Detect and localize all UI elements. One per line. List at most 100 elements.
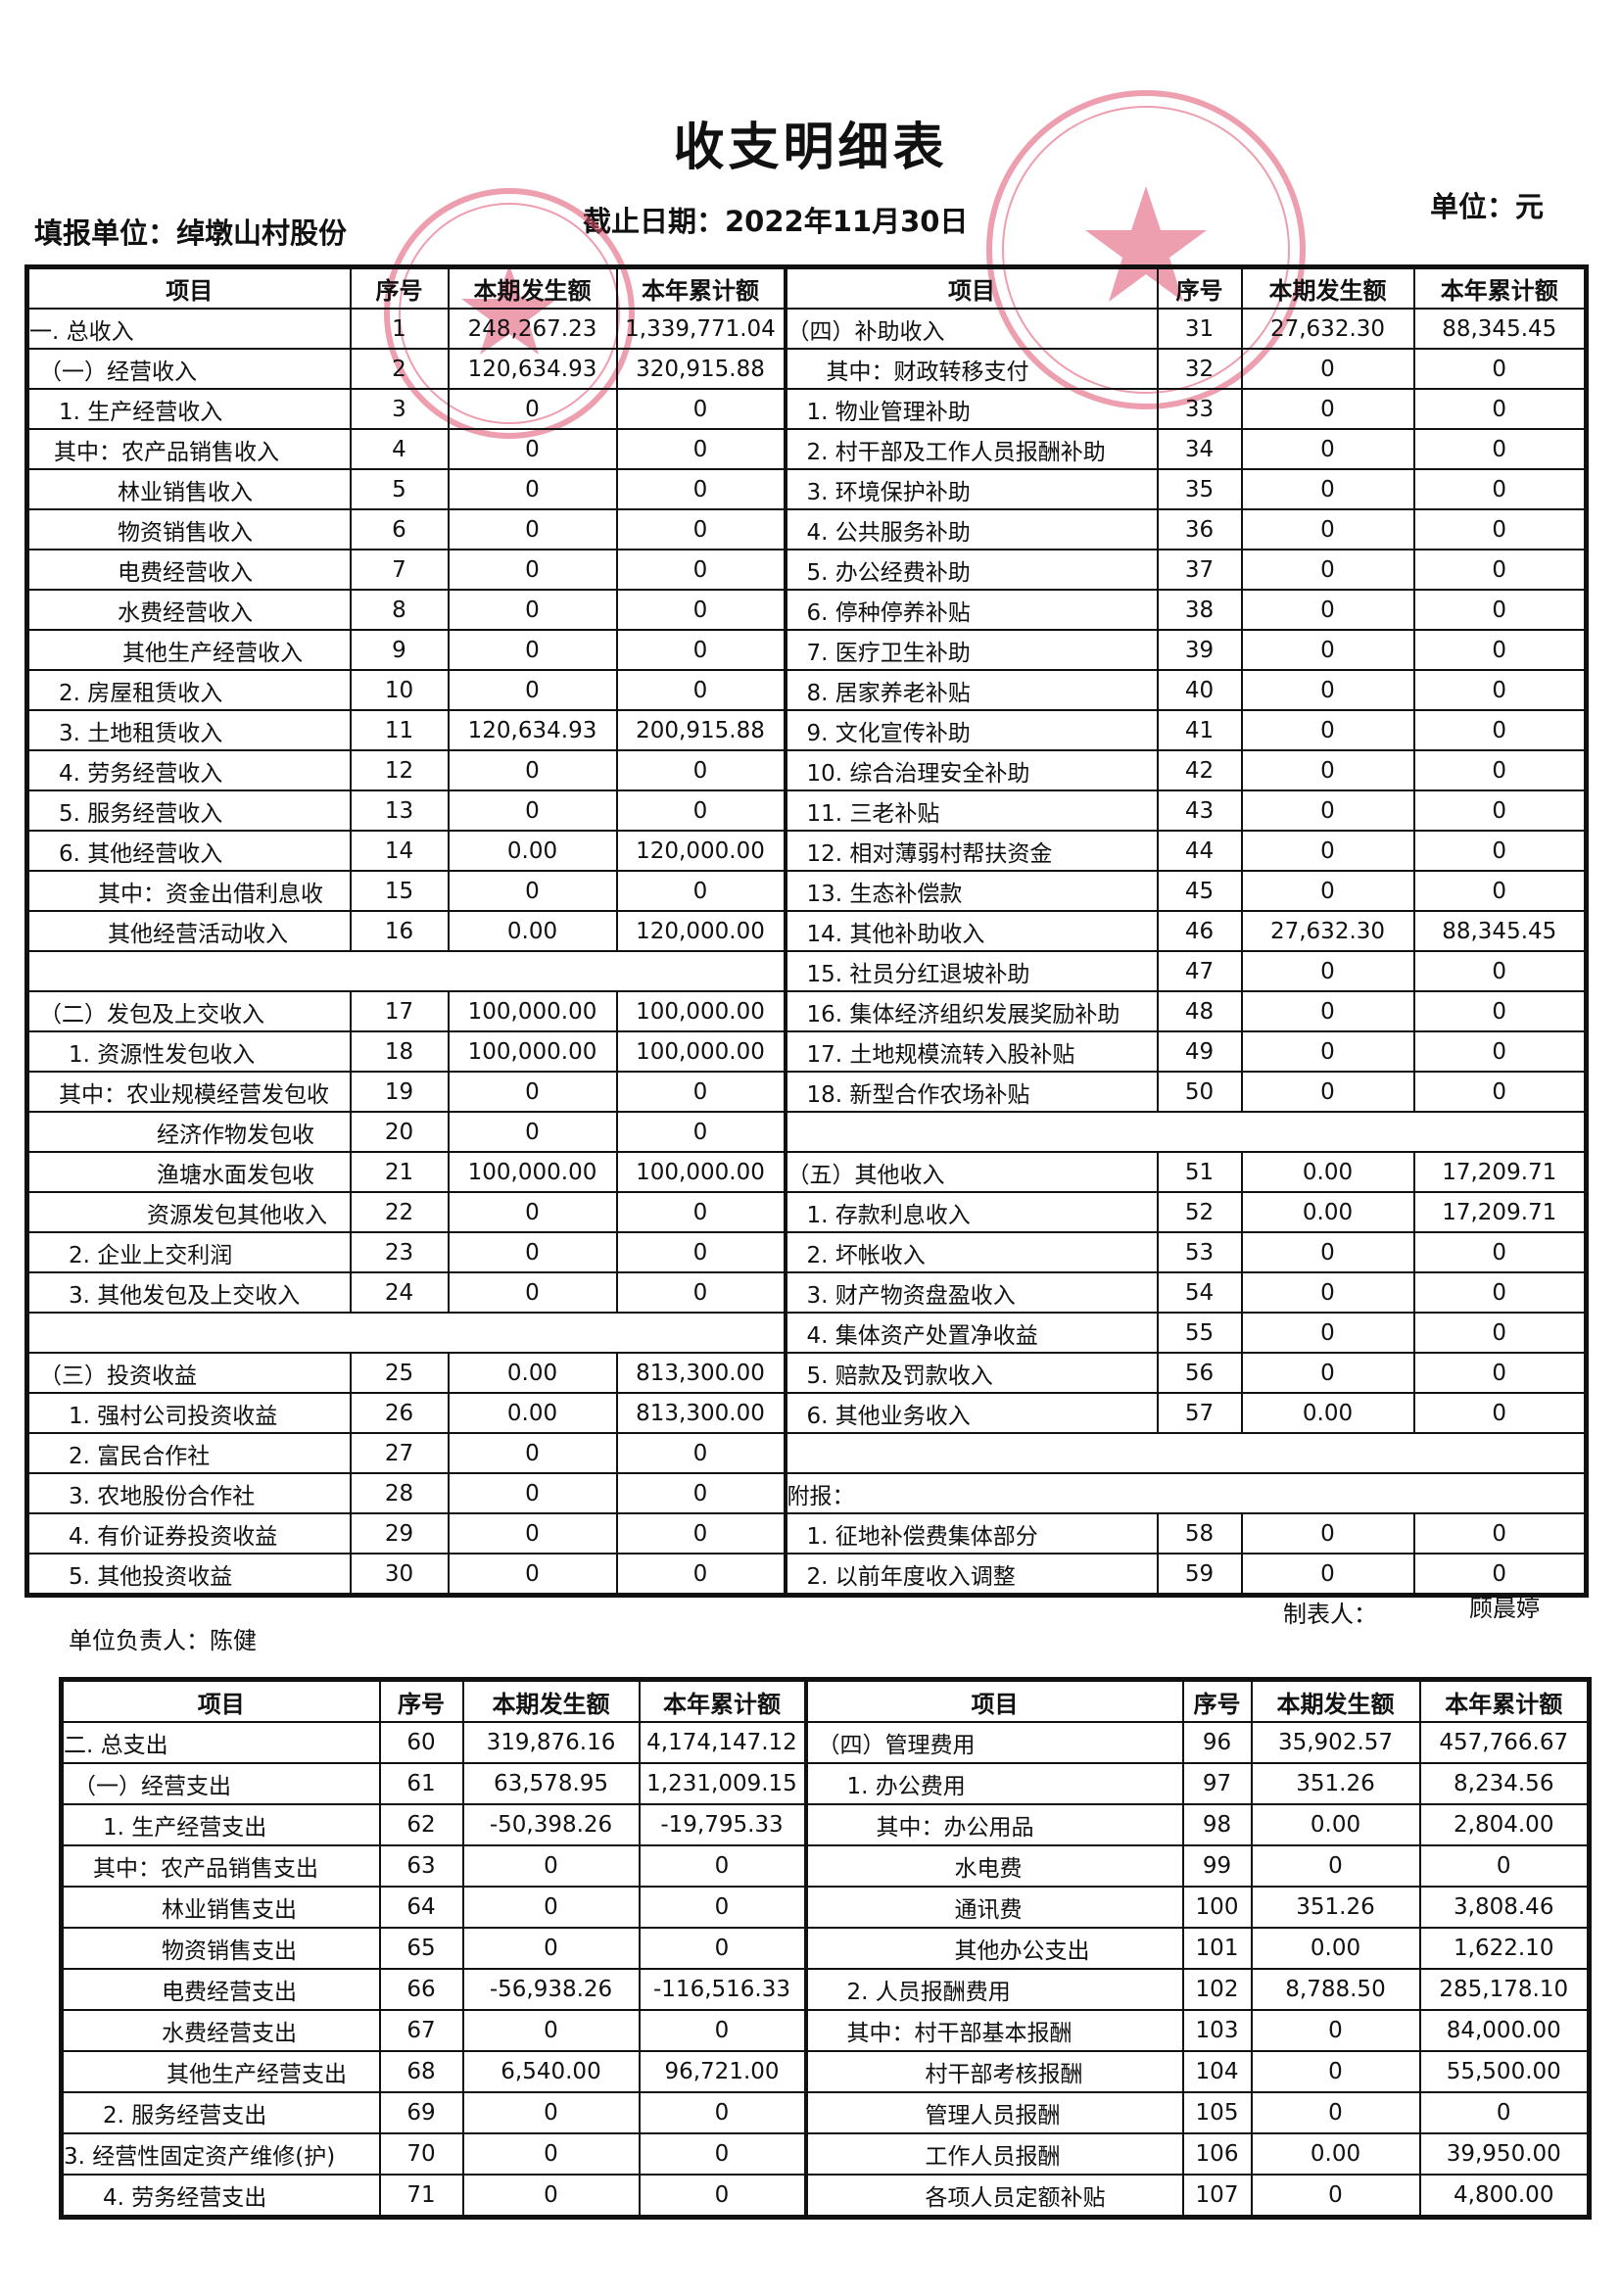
table-row: 3. 土地租赁收入 11 120,634.93 200,915.88 9. 文化宣传补助… [25,709,1588,751]
right-seq: 101 [1181,1927,1253,1970]
right-ytd-amount: 457,766.67 [1418,1721,1591,1764]
table-row: 1. 生产经营支出 62 -50,398.26 -19,795.33 其中：办公用品 98… [60,1803,1591,1846]
left-seq: 9 [349,629,450,671]
left-seq: 2 [349,348,450,390]
right-ytd-amount: 0 [1412,830,1588,872]
right-item: 18. 新型合作农场补贴 [783,1071,1159,1113]
right-item: 9. 文化宣传补助 [783,709,1159,751]
table-row: 其他经营活动收入 16 0.00 120,000.00 14. 其他补助收入 46 27,6… [25,910,1588,952]
right-seq: 106 [1181,2132,1253,2176]
left-ytd-amount: 320,915.88 [615,348,787,390]
right-current-amount: 0 [1240,589,1415,631]
table-row: 其他生产经营支出 68 6,540.00 96,721.00 村干部考核报酬 104 0 55… [60,2050,1591,2093]
left-seq: 12 [349,749,450,791]
left-ytd-amount: 1,339,771.04 [615,308,787,350]
table-row: 15. 社员分红退坡补助 47 0 0 [25,950,1588,992]
left-seq: 1 [349,308,450,350]
left-seq: 19 [349,1071,450,1113]
left-ytd-amount: 96,721.00 [638,2050,807,2093]
left-seq: 4 [349,428,450,470]
left-seq: 10 [349,669,450,711]
right-item: 15. 社员分红退坡补助 [783,950,1159,992]
table-row: 1. 资源性发包收入 18 100,000.00 100,000.00 17. 土地规模… [25,1030,1588,1073]
left-ytd-amount: 0 [638,1844,807,1888]
left-seq: 29 [349,1512,450,1555]
right-seq: 98 [1181,1803,1253,1846]
left-current-amount: 100,000.00 [447,1151,618,1193]
left-current-amount: 248,267.23 [447,308,618,350]
left-item: 2. 企业上交利润 [25,1231,352,1273]
right-seq: 56 [1156,1352,1243,1394]
table-row: 5. 其他投资收益 30 0 0 2. 以前年度收入调整 59 0 0 [25,1553,1588,1597]
right-seq: 35 [1156,468,1243,510]
right-item: 村干部考核报酬 [803,2050,1184,2093]
right-seq: 58 [1156,1512,1243,1555]
left-current-amount: 0 [447,1432,618,1474]
right-current-amount: 0.00 [1240,1392,1415,1434]
left-ytd-amount: 1,231,009.15 [638,1762,807,1805]
left-ytd-amount: 200,915.88 [615,709,787,751]
right-item: 3. 环境保护补助 [783,468,1159,510]
right-seq: 34 [1156,428,1243,470]
table-row: 水费经营收入 8 0 0 6. 停种停养补贴 38 0 0 [25,589,1588,631]
left-seq: 8 [349,589,450,631]
table-header-row: 项目 序号 本期发生额 本年累计额 项目 序号 本期发生额 本年累计额 [25,265,1588,310]
left-current-amount: 0 [447,629,618,671]
table-row: 1. 生产经营收入 3 0 0 1. 物业管理补助 33 0 0 [25,388,1588,430]
right-item: 11. 三老补贴 [783,789,1159,832]
left-item: 5. 服务经营收入 [25,789,352,832]
right-current-amount: 0 [1240,388,1415,430]
left-seq: 62 [378,1803,464,1846]
left-item: 其中：农业规模经营发包收 [25,1071,352,1113]
table-row: 4. 劳务经营支出 71 0 0 各项人员定额补贴 107 0 4,800.00 [60,2174,1591,2219]
right-item: 8. 居家养老补贴 [783,669,1159,711]
right-ytd-amount: 88,345.45 [1412,308,1588,350]
right-item: 4. 集体资产处置净收益 [783,1312,1159,1354]
right-item: 1. 存款利息收入 [783,1191,1159,1233]
right-item: 通讯费 [803,1886,1184,1929]
left-current-amount: 0 [461,1927,641,1970]
preparer-name: 顾晨婷 [1469,1595,1540,1622]
cutoff-date: 截止日期：2022年11月30日 [583,205,969,238]
left-seq: 66 [378,1968,464,2011]
right-ytd-amount: 0 [1418,2091,1591,2134]
left-current-amount: 0 [461,1886,641,1929]
right-seq: 59 [1156,1553,1243,1597]
left-ytd-amount: 0 [615,508,787,550]
left-current-amount: 0 [447,1271,618,1314]
right-current-amount: 0 [1240,508,1415,550]
right-seq: 31 [1156,308,1243,350]
right-ytd-amount: 2,804.00 [1418,1803,1591,1846]
left-ytd-amount: 0 [615,1191,787,1233]
right-item: 2. 村干部及工作人员报酬补助 [783,428,1159,470]
table-row: 其中：农产品销售收入 4 0 0 2. 村干部及工作人员报酬补助 34 0 0 [25,428,1588,470]
left-ytd-amount: 0 [638,2132,807,2176]
right-item: 1. 征地补偿费集体部分 [783,1512,1159,1555]
right-item: 13. 生态补偿款 [783,870,1159,912]
left-ytd-amount: 813,300.00 [615,1392,787,1434]
table-row: （三）投资收益 25 0.00 813,300.00 5. 赔款及罚款收入 56 0 0 [25,1352,1588,1394]
left-ytd-amount: 0 [638,1886,807,1929]
column-header-item: 项目 [60,1678,381,1723]
left-ytd-amount: 0 [615,749,787,791]
right-item: 5. 办公经费补助 [783,549,1159,591]
left-seq: 7 [349,549,450,591]
left-ytd-amount: 0 [615,549,787,591]
left-ytd-amount: 0 [615,1553,787,1597]
right-item: 16. 集体经济组织发展奖励补助 [783,990,1159,1032]
left-item: 水费经营收入 [25,589,352,631]
right-item: 7. 医疗卫生补助 [783,629,1159,671]
right-current-amount: 0 [1250,2091,1421,2134]
left-current-amount: 0 [461,2091,641,2134]
right-ytd-amount: 0 [1412,388,1588,430]
left-current-amount: 0 [461,2009,641,2052]
table-row: 其中：农业规模经营发包收 19 0 0 18. 新型合作农场补贴 50 0 0 [25,1071,1588,1113]
table-row: 5. 服务经营收入 13 0 0 11. 三老补贴 43 0 0 [25,789,1588,832]
left-item: 其他经营活动收入 [25,910,352,952]
left-ytd-amount: 0 [638,2174,807,2219]
left-ytd-amount: 0 [615,1071,787,1113]
right-item: 1. 办公费用 [803,1762,1184,1805]
income-table: 项目 序号 本期发生额 本年累计额 项目 序号 本期发生额 本年累计额 一. 总收入 1 248,2… [24,264,1589,1598]
right-item: 2. 以前年度收入调整 [783,1553,1159,1597]
column-header-ytd-amount: 本年累计额 [1418,1678,1591,1723]
